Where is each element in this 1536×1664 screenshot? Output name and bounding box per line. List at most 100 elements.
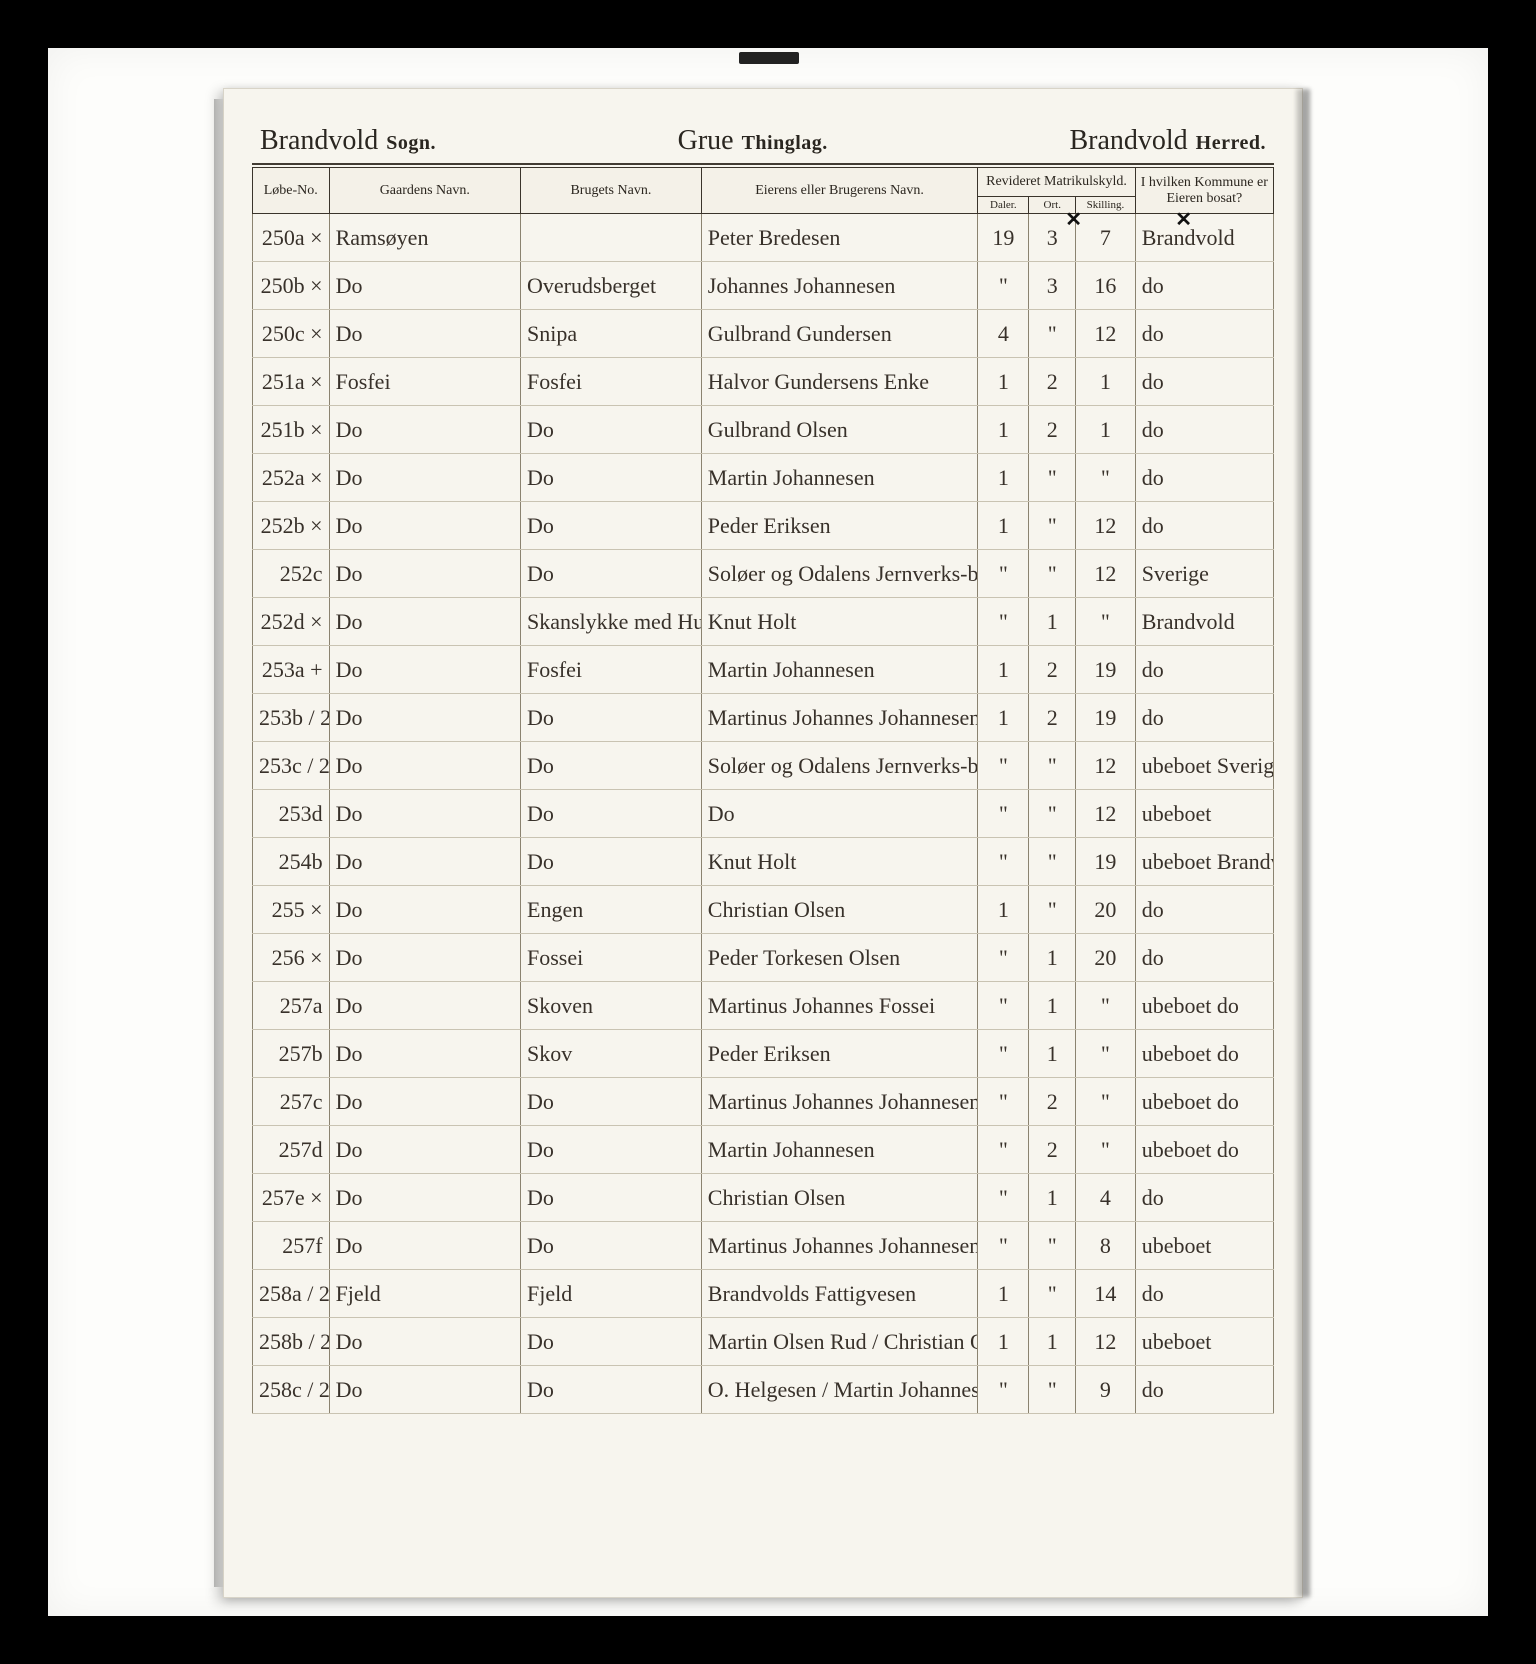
cell-eier: O. Helgesen / Martin Johannesen <box>701 1366 978 1414</box>
cell-gaard: Do <box>329 1222 520 1270</box>
cell-gaard: Fjeld <box>329 1270 520 1318</box>
cell-daler: 4 <box>978 310 1029 358</box>
cell-lobe: 250c × <box>253 310 330 358</box>
cell-lobe: 250b × <box>253 262 330 310</box>
cell-eier: Knut Holt <box>701 838 978 886</box>
sogn-name: Brandvold <box>260 125 378 157</box>
cell-daler: 1 <box>978 1318 1029 1366</box>
cell-ort: " <box>1029 742 1076 790</box>
cell-kommune: do <box>1135 934 1273 982</box>
cell-eier: Halvor Gundersens Enke <box>701 358 978 406</box>
cell-kommune: do <box>1135 502 1273 550</box>
cell-brug: Do <box>521 1174 702 1222</box>
cell-brug: Do <box>521 502 702 550</box>
cell-lobe: 257e × <box>253 1174 330 1222</box>
cell-lobe: 258a / 260a × <box>253 1270 330 1318</box>
cell-kommune: do <box>1135 358 1273 406</box>
cell-brug: Do <box>521 550 702 598</box>
cell-skill: 12 <box>1076 790 1136 838</box>
herred-label: Herred. <box>1196 132 1266 155</box>
cell-daler: " <box>978 598 1029 646</box>
cell-skill: 8 <box>1076 1222 1136 1270</box>
cell-lobe: 255 × <box>253 886 330 934</box>
table-body: 250a ×RamsøyenPeter Bredesen1937Brandvol… <box>253 214 1274 1414</box>
table-row: 252b ×DoDoPeder Eriksen1"12do <box>253 502 1274 550</box>
cell-lobe: 257a <box>253 982 330 1030</box>
cell-gaard: Do <box>329 838 520 886</box>
cell-skill: 19 <box>1076 838 1136 886</box>
cell-skill: 1 <box>1076 406 1136 454</box>
cell-eier: Martinus Johannes Johannesen <box>701 1078 978 1126</box>
table-row: 253a +DoFosfeiMartin Johannesen1219do <box>253 646 1274 694</box>
cell-eier: Soløer og Odalens Jernverks-bolag <box>701 550 978 598</box>
cell-skill: 12 <box>1076 550 1136 598</box>
cell-daler: 1 <box>978 1270 1029 1318</box>
cell-kommune: do <box>1135 406 1273 454</box>
table-row: 252cDoDoSoløer og Odalens Jernverks-bola… <box>253 550 1274 598</box>
table-row: 250a ×RamsøyenPeter Bredesen1937Brandvol… <box>253 214 1274 262</box>
cell-gaard: Do <box>329 502 520 550</box>
cell-ort: " <box>1029 502 1076 550</box>
cell-daler: " <box>978 982 1029 1030</box>
cell-brug: Overudsberget <box>521 262 702 310</box>
cell-skill: 12 <box>1076 310 1136 358</box>
cell-kommune: do <box>1135 454 1273 502</box>
cell-daler: 1 <box>978 502 1029 550</box>
thinglag-label: Thinglag. <box>742 132 828 155</box>
cell-kommune: do <box>1135 886 1273 934</box>
cell-gaard: Do <box>329 598 520 646</box>
sogn-group: Brandvold Sogn. <box>260 125 436 157</box>
cell-eier: Peder Eriksen <box>701 502 978 550</box>
cell-kommune: do <box>1135 1270 1273 1318</box>
cell-ort: 1 <box>1029 1174 1076 1222</box>
cell-ort: 1 <box>1029 982 1076 1030</box>
cell-kommune: Brandvold <box>1135 598 1273 646</box>
ledger-page: Brandvold Sogn. Grue Thinglag. Brandvold… <box>223 88 1303 1598</box>
cell-eier: Martinus Johannes Fossei <box>701 982 978 1030</box>
cell-gaard: Do <box>329 790 520 838</box>
cell-lobe: 250a × <box>253 214 330 262</box>
cell-kommune: ubeboet do <box>1135 1078 1273 1126</box>
cell-kommune: ubeboet Brandvold <box>1135 838 1273 886</box>
cell-gaard: Do <box>329 1126 520 1174</box>
cell-ort: 3 <box>1029 262 1076 310</box>
table-row: 253c / 254cDoDoSoløer og Odalens Jernver… <box>253 742 1274 790</box>
cell-brug: Do <box>521 838 702 886</box>
cell-gaard: Do <box>329 454 520 502</box>
th-matrikul: Revideret Matrikulskyld. <box>978 168 1135 197</box>
cell-ort: " <box>1029 1366 1076 1414</box>
cell-lobe: 252d × <box>253 598 330 646</box>
cell-ort: " <box>1029 886 1076 934</box>
binder-clip <box>739 52 799 64</box>
cell-brug <box>521 214 702 262</box>
cell-kommune: Sverige <box>1135 550 1273 598</box>
cell-gaard: Fosfei <box>329 358 520 406</box>
cell-eier: Gulbrand Olsen <box>701 406 978 454</box>
cell-daler: " <box>978 1174 1029 1222</box>
th-gaard: Gaardens Navn. <box>329 168 520 214</box>
table-row: 257bDoSkovPeder Eriksen"1"ubeboet do <box>253 1030 1274 1078</box>
th-brug: Brugets Navn. <box>521 168 702 214</box>
cell-ort: 1 <box>1029 1030 1076 1078</box>
cell-eier: Martin Johannesen <box>701 646 978 694</box>
cell-eier: Gulbrand Gundersen <box>701 310 978 358</box>
cell-skill: 12 <box>1076 1318 1136 1366</box>
cell-skill: " <box>1076 1030 1136 1078</box>
cell-daler: " <box>978 838 1029 886</box>
table-row: 257fDoDoMartinus Johannes Johannesen""8u… <box>253 1222 1274 1270</box>
cell-lobe: 252a × <box>253 454 330 502</box>
cell-lobe: 252b × <box>253 502 330 550</box>
cell-brug: Do <box>521 742 702 790</box>
page-header: Brandvold Sogn. Grue Thinglag. Brandvold… <box>252 121 1274 165</box>
table-row: 250b ×DoOverudsbergetJohannes Johannesen… <box>253 262 1274 310</box>
herred-name: Brandvold <box>1069 125 1187 157</box>
cell-daler: 1 <box>978 454 1029 502</box>
table-row: 250c ×DoSnipaGulbrand Gundersen4"12do <box>253 310 1274 358</box>
cell-kommune: ubeboet do <box>1135 1126 1273 1174</box>
cell-lobe: 258c / 260c × <box>253 1366 330 1414</box>
cell-brug: Do <box>521 1222 702 1270</box>
cell-daler: 1 <box>978 406 1029 454</box>
ledger-table: Løbe-No. Gaardens Navn. Brugets Navn. Ei… <box>252 167 1274 1414</box>
cell-brug: Do <box>521 1126 702 1174</box>
cell-gaard: Do <box>329 646 520 694</box>
